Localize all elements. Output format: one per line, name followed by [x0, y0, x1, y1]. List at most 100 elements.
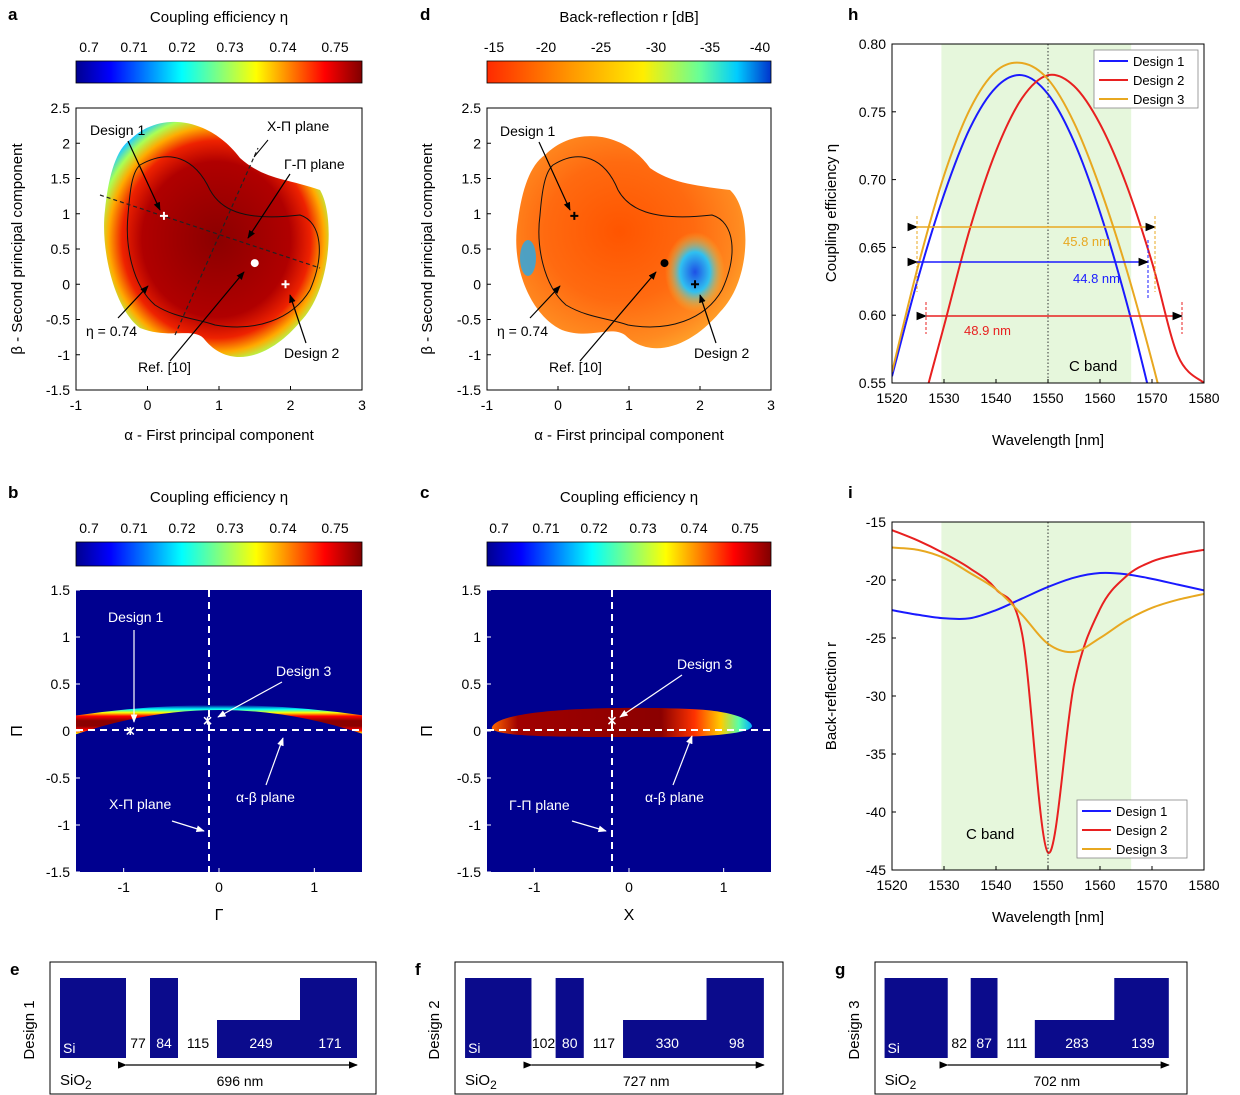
y-tick-label: 0.75	[859, 104, 886, 120]
y-tick-label: 0.70	[859, 172, 886, 188]
x-axis-label: α - First principal component	[124, 427, 314, 444]
design-marker	[691, 280, 700, 289]
device-e: e Design 1 Si 77 84 115 249 171 SiO2 696 nm	[10, 960, 377, 1095]
legend-label: Design 2	[1133, 73, 1184, 88]
y-tick-label: -1.5	[46, 864, 70, 880]
series-line	[892, 529, 1204, 854]
annotation: Design 3	[276, 663, 331, 679]
sio2-label: SiO2	[465, 1072, 497, 1092]
annotations: Design 1 η = 0.74 Ref. [10] Design 2	[497, 123, 749, 375]
x-tick-label: 1570	[1136, 390, 1167, 406]
panel-letter: c	[420, 483, 429, 502]
colorbar-tick: 0.71	[120, 520, 147, 536]
width-label: 80	[562, 1035, 578, 1051]
colorbar-ticks: -15 -20 -25 -30 -35 -40	[484, 39, 770, 55]
x-tick-label: 1	[215, 397, 223, 413]
y-tick-label: -1	[469, 817, 482, 833]
y-tick-label: -1	[58, 817, 71, 833]
x-tick-label: 1540	[980, 877, 1011, 893]
plane-line	[99, 194, 321, 269]
gap-label: 102	[532, 1035, 556, 1051]
legend: Design 1 Design 2 Design 3	[1093, 49, 1199, 109]
x-axis-label: Γ	[215, 907, 224, 924]
colorbar-tick: 0.71	[532, 520, 559, 536]
y-tick-label: 1.5	[462, 582, 482, 598]
annotation: Design 2	[284, 345, 339, 361]
annotation: Design 1	[90, 122, 145, 138]
panel-a: a Coupling efficiency η 0.7 0.71 0.72 0.…	[8, 5, 366, 444]
panel-h: h C band 45.8 nm 44.8 nm 48.9 nm Design …	[823, 5, 1220, 449]
panel-letter: i	[848, 483, 853, 502]
y-tick-label: 0.5	[51, 241, 71, 257]
panel-letter: e	[10, 960, 19, 979]
axes: 1520 1530 1540 1550 1560 1570 1580 -45 -40 -35 -30…	[866, 514, 1220, 893]
panel-letter: a	[8, 5, 18, 24]
annotation: Ref. [10]	[138, 359, 191, 375]
x-axis-label: Wavelength [nm]	[992, 432, 1104, 449]
y-tick-label: 2	[473, 135, 481, 151]
legend-label: Design 2	[1116, 823, 1167, 838]
annotation: Γ-Π plane	[509, 797, 570, 813]
plane-line	[174, 147, 259, 336]
si-block	[623, 1020, 764, 1058]
design-marker	[607, 716, 616, 725]
contour-eta	[538, 156, 733, 328]
colorbar-tick: 0.73	[216, 39, 243, 55]
markers	[126, 716, 212, 736]
y-tick-label: 1.5	[51, 171, 71, 187]
gap-label: 82	[951, 1035, 967, 1051]
sio2-subscript: 2	[85, 1078, 92, 1092]
series-line	[892, 546, 1204, 654]
y-tick-label: 2.5	[462, 100, 482, 116]
y-tick-label: -40	[866, 804, 886, 820]
y-axis-label: β - Second principal component	[9, 143, 26, 355]
series	[892, 61, 1204, 383]
annotation: Design 1	[500, 123, 555, 139]
si-block	[884, 978, 948, 1058]
y-tick-label: -1.5	[46, 382, 70, 398]
x-tick-label: 1560	[1084, 390, 1115, 406]
colorbar-title: Coupling efficiency η	[560, 489, 698, 506]
axes: -1 0 1 2 3-1.5-1-0.500.511.522.5	[457, 100, 775, 413]
colorbar-title: Back-reflection r [dB]	[559, 9, 698, 26]
colorbar-tick: 0.72	[168, 39, 195, 55]
x-tick-label: 2	[287, 397, 295, 413]
legend-label: Design 1	[1133, 54, 1184, 69]
si-block	[217, 1020, 357, 1058]
y-tick-label: 0.60	[859, 307, 886, 323]
x-tick-label: 1520	[876, 877, 907, 893]
si-block	[970, 978, 998, 1058]
sio2-subscript: 2	[490, 1078, 497, 1092]
width-label: 330	[656, 1035, 680, 1051]
colorbar-tick: -40	[750, 39, 770, 55]
colorbar-title: Coupling efficiency η	[150, 9, 288, 26]
panel-i: i C band Design 1 Design 2 Design 3 1520…	[823, 483, 1220, 926]
colorbar-tick: -20	[536, 39, 556, 55]
y-axis-label: Coupling efficiency η	[823, 144, 840, 282]
x-tick-label: -1	[481, 397, 494, 413]
annotations: Design 1 Design 3 X-Π plane α-β plane	[108, 609, 331, 832]
y-tick-label: -1.5	[457, 864, 481, 880]
panel-c: c Coupling efficiency η 0.7 0.71 0.72 0.…	[419, 483, 772, 924]
series	[892, 529, 1204, 854]
x-tick-label: 1	[720, 879, 728, 895]
x-tick-label: 1560	[1084, 877, 1115, 893]
ref-marker	[660, 259, 669, 268]
colorbar-tick: 0.75	[731, 520, 758, 536]
annotations: Design 3 Γ-Π plane α-β plane	[509, 656, 732, 833]
panel-letter: h	[848, 5, 858, 24]
markers	[607, 716, 616, 725]
y-tick-label: 0.55	[859, 375, 886, 391]
total-width-label: 696 nm	[217, 1073, 264, 1089]
x-tick-label: 1540	[980, 390, 1011, 406]
design-marker	[159, 211, 168, 220]
annotation: α-β plane	[645, 789, 704, 805]
markers	[159, 211, 290, 289]
x-tick-label: -1	[528, 879, 541, 895]
colorbar-tick: 0.73	[216, 520, 243, 536]
y-tick-label: -0.5	[457, 312, 481, 328]
x-tick-label: 0	[625, 879, 633, 895]
legend-box	[1093, 49, 1199, 109]
si-block	[60, 978, 126, 1058]
colorbar-tick: 0.75	[321, 520, 348, 536]
